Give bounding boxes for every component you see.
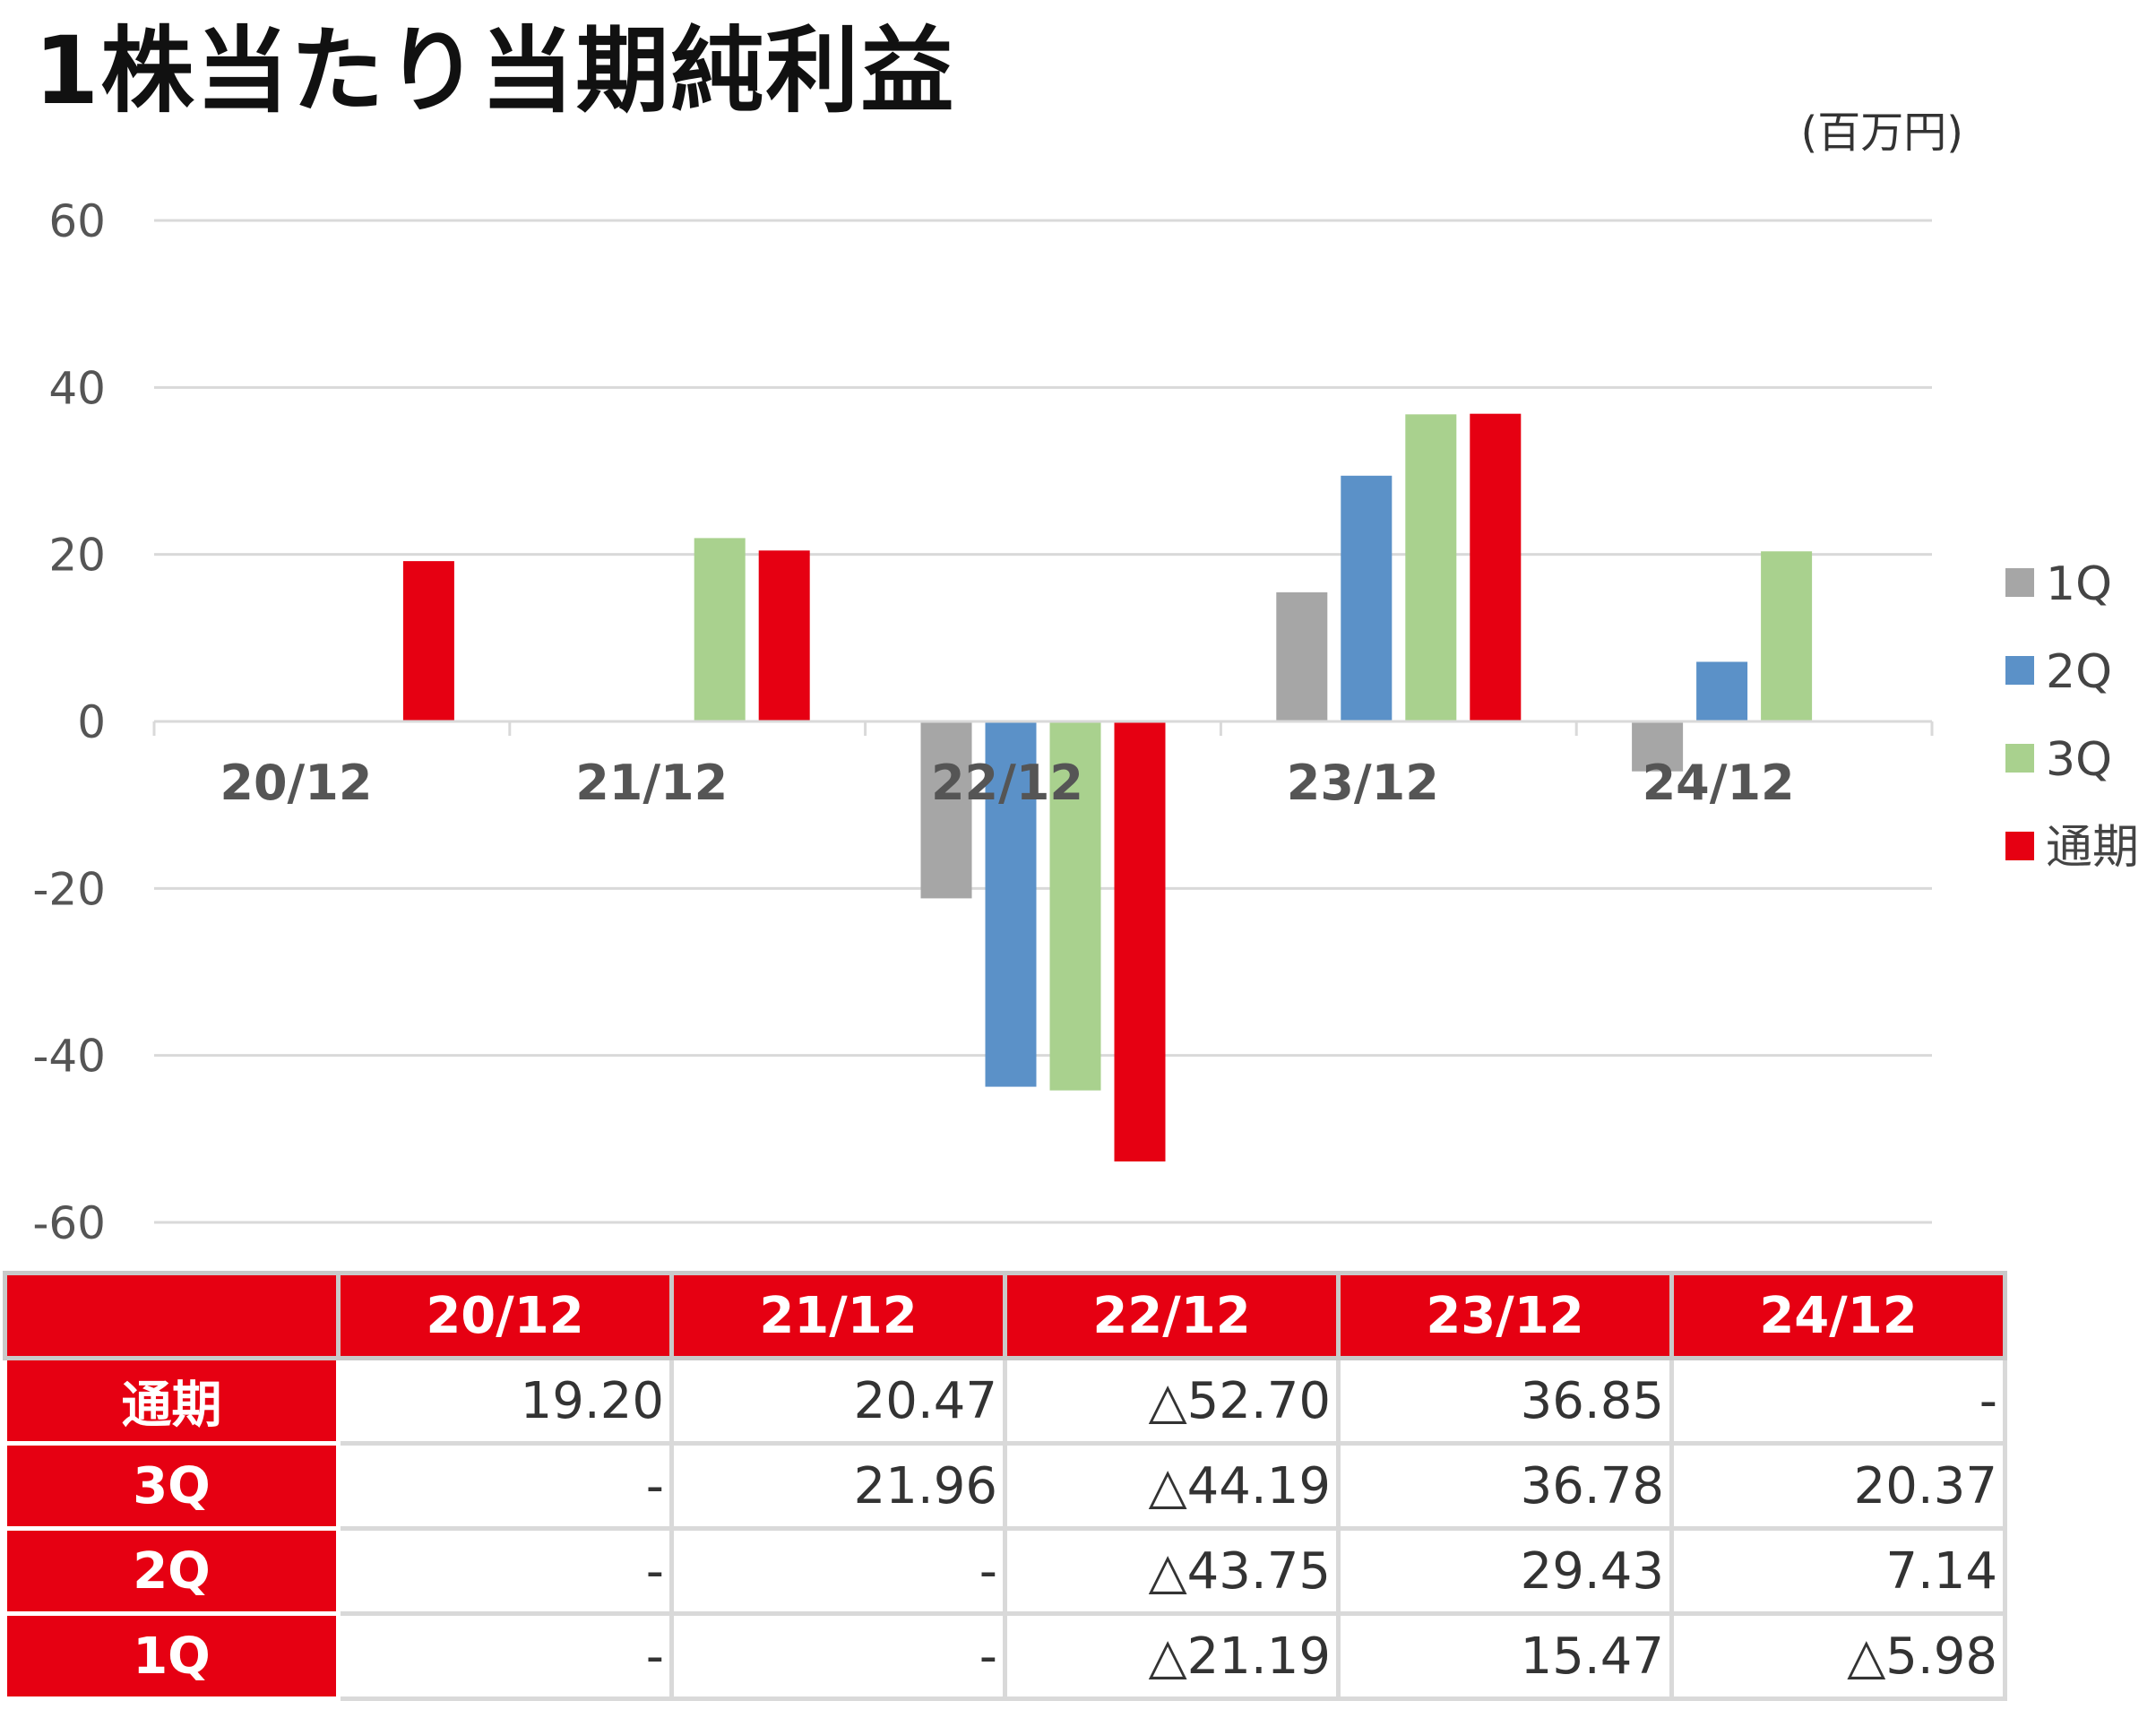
data-table: 20/12 21/12 22/12 23/12 24/12 通期 19.20 2… <box>3 1271 2007 1701</box>
table-cell: △52.70 <box>1003 1356 1341 1446</box>
x-tick-label: 20/12 <box>220 755 372 811</box>
column-header: 22/12 <box>1003 1271 1341 1360</box>
x-tick-label: 22/12 <box>931 755 1083 811</box>
table-cell: - <box>1669 1356 2007 1446</box>
table-cell: - <box>669 1526 1007 1616</box>
bar-3q <box>1761 551 1813 721</box>
x-tick-label: 23/12 <box>1287 755 1439 811</box>
y-tick-label: -60 <box>32 1197 106 1249</box>
table-cell: - <box>336 1526 674 1616</box>
table-corner <box>3 1271 341 1360</box>
bar-2q <box>1341 475 1393 721</box>
table-cell: 21.96 <box>669 1441 1007 1531</box>
bar-1q <box>920 721 972 899</box>
bar-3q <box>1049 721 1101 1091</box>
legend-swatch <box>2005 744 2034 773</box>
bar-full <box>402 561 454 721</box>
legend-swatch <box>2005 832 2034 860</box>
bar-full <box>1114 721 1166 1161</box>
legend-label: 1Q <box>2046 557 2112 611</box>
y-tick-label: 0 <box>77 696 106 748</box>
table-cell: 36.78 <box>1336 1441 1674 1531</box>
table-row-full-year: 通期 19.20 20.47 △52.70 36.85 - <box>3 1356 2007 1446</box>
table-cell: 15.47 <box>1336 1611 1674 1701</box>
table-row-1q: 1Q - - △21.19 15.47 △5.98 <box>3 1611 2007 1701</box>
legend-label: 2Q <box>2046 645 2112 699</box>
column-header: 21/12 <box>669 1271 1007 1360</box>
bar-2q <box>1696 661 1748 721</box>
table-header-row: 20/12 21/12 22/12 23/12 24/12 <box>3 1271 2007 1360</box>
row-header: 3Q <box>3 1441 341 1531</box>
row-header: 1Q <box>3 1611 341 1701</box>
y-tick-label: -20 <box>32 863 106 915</box>
bar-3q <box>1405 414 1457 721</box>
legend-swatch <box>2005 568 2034 597</box>
bar-1q <box>1632 721 1684 772</box>
x-tick-label: 21/12 <box>575 755 728 811</box>
legend-label: 3Q <box>2046 733 2112 787</box>
table-cell: - <box>669 1611 1007 1701</box>
unit-label: (百万円) <box>1800 108 1963 158</box>
bar-3q <box>694 538 746 721</box>
table-cell: 20.37 <box>1669 1441 2007 1531</box>
table-cell: △43.75 <box>1003 1526 1341 1616</box>
y-tick-label: 40 <box>48 362 106 414</box>
table-cell: △44.19 <box>1003 1441 1341 1531</box>
bar-2q <box>985 721 1037 1087</box>
table-row-3q: 3Q - 21.96 △44.19 36.78 20.37 <box>3 1441 2007 1531</box>
row-header: 2Q <box>3 1526 341 1616</box>
table-cell: 29.43 <box>1336 1526 1674 1616</box>
column-header: 20/12 <box>336 1271 674 1360</box>
bar-chart: 60 40 20 0 -20 -40 -60 20/12 21/12 22/12 23/12 24/1… <box>32 195 2139 1249</box>
table-cell: 20.47 <box>669 1356 1007 1446</box>
table-cell: 19.20 <box>336 1356 674 1446</box>
column-header: 23/12 <box>1336 1271 1674 1360</box>
y-tick-label: -40 <box>32 1031 106 1083</box>
legend-swatch <box>2005 656 2034 685</box>
column-header: 24/12 <box>1669 1271 2007 1360</box>
table-cell: 36.85 <box>1336 1356 1674 1446</box>
table-cell: - <box>336 1611 674 1701</box>
table-cell: △5.98 <box>1669 1611 2007 1701</box>
y-tick-label: 20 <box>48 530 106 582</box>
table-cell: - <box>336 1441 674 1531</box>
bar-1q <box>1276 591 1328 721</box>
bar-full <box>758 550 810 721</box>
table-row-2q: 2Q - - △43.75 29.43 7.14 <box>3 1526 2007 1616</box>
chart-title: 1株当たり当期純利益 <box>34 16 956 125</box>
table-cell: 7.14 <box>1669 1526 2007 1616</box>
y-tick-label: 60 <box>48 195 106 247</box>
bar-full <box>1470 413 1522 721</box>
legend-label: 通期 <box>2046 821 2139 875</box>
row-header: 通期 <box>3 1356 341 1446</box>
table-cell: △21.19 <box>1003 1611 1341 1701</box>
x-tick-label: 24/12 <box>1643 755 1795 811</box>
